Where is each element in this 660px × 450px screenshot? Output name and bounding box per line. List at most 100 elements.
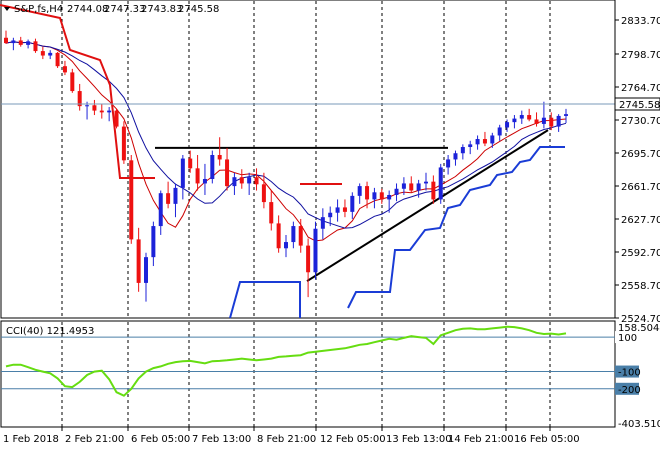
candle-body <box>26 41 31 45</box>
candle-body <box>136 239 141 283</box>
price-tick-label: 2833.70 <box>621 16 660 27</box>
ma-blue-line <box>5 41 567 229</box>
candle-body <box>475 139 480 145</box>
candle-body <box>247 177 252 184</box>
candle-body <box>195 168 200 184</box>
candle-body <box>564 114 568 116</box>
cci-label: CCI(40) 121.4953 <box>6 326 94 337</box>
candle-body <box>298 226 303 246</box>
candle-body <box>424 181 428 184</box>
candle-body <box>342 207 347 212</box>
cci-line <box>5 325 567 397</box>
candle-body <box>114 110 119 127</box>
time-tick-label: 2 Feb 21:00 <box>65 434 124 445</box>
ma-red-line <box>5 41 567 242</box>
candle-body <box>320 217 325 229</box>
candle-body <box>438 167 443 200</box>
vertical-grid <box>61 1 551 427</box>
candle-body <box>77 91 82 107</box>
dropdown-triangle-icon[interactable] <box>4 7 10 11</box>
cci-max-label: 158.5044 <box>618 323 660 334</box>
open-value: 2744.08 <box>67 4 108 15</box>
candle-body <box>387 194 392 200</box>
candle-body <box>379 192 384 200</box>
cci-polyline <box>5 325 567 397</box>
candle-body <box>11 40 16 44</box>
candle-body <box>269 202 274 224</box>
cci-min-label: -403.5104 <box>618 419 660 430</box>
candle-body <box>372 192 377 200</box>
candle-body <box>527 115 532 120</box>
time-axis: 1 Feb 2018 2 Feb 21:00 6 Feb 05:00 7 Feb 13… <box>3 427 580 445</box>
candle-body <box>409 183 414 191</box>
price-tick-label: 2558.70 <box>621 281 660 292</box>
candle-body <box>497 127 502 136</box>
candle-body <box>188 158 193 169</box>
time-tick-label: 14 Feb 21:00 <box>448 434 514 445</box>
candle-body <box>284 242 288 249</box>
candle-body <box>166 193 171 204</box>
cci-level-tag <box>615 331 639 344</box>
candle-body <box>99 110 104 113</box>
close-value: 2745.58 <box>178 4 219 15</box>
cci-level-label: -200 <box>618 385 641 396</box>
candle-body <box>158 193 163 227</box>
candle-body <box>202 178 207 184</box>
candle-body <box>394 188 399 195</box>
candle-body <box>416 183 421 191</box>
candle-body <box>401 183 406 189</box>
candle-body <box>55 52 60 67</box>
candle-body <box>556 115 561 127</box>
cci-level-tag <box>615 365 639 378</box>
candle-body <box>254 177 259 185</box>
candle-body <box>490 135 495 144</box>
candle-body <box>239 177 244 184</box>
candle-body <box>151 226 156 258</box>
candle-body <box>453 153 458 160</box>
candle-body <box>460 147 465 154</box>
cci-level-lines <box>1 336 615 390</box>
candle-body <box>534 119 539 124</box>
candle-body <box>92 105 97 111</box>
channel-step-right <box>347 146 565 309</box>
candle-body <box>519 115 524 119</box>
candle-body <box>291 226 296 243</box>
candle-body <box>144 257 148 283</box>
price-panel-frame <box>0 0 616 319</box>
current-price-tag: 2745.58 <box>614 97 660 111</box>
candle-body <box>549 117 554 127</box>
price-axis: 2833.70 2798.70 2764.70 2730.70 2695.70 2661.… <box>615 16 660 325</box>
price-tick-label: 2524.70 <box>621 314 660 325</box>
cci-level-label: 100 <box>618 333 637 344</box>
candle-body <box>276 223 281 249</box>
candle-body <box>62 66 67 73</box>
cci-level-label: -100 <box>618 368 641 379</box>
candle-body <box>431 181 436 200</box>
candle-body <box>446 159 451 168</box>
support-trendline <box>306 129 549 282</box>
candle-body <box>4 37 8 44</box>
candle-body <box>468 144 473 148</box>
time-tick-label: 1 Feb 2018 <box>3 434 59 445</box>
candle-body <box>541 117 546 124</box>
candle-body <box>512 118 517 123</box>
time-tick-label: 8 Feb 21:00 <box>257 434 316 445</box>
candle-body <box>482 139 487 144</box>
time-tick-label: 7 Feb 13:00 <box>192 434 251 445</box>
candle-body <box>180 158 185 188</box>
candle-body <box>48 52 53 56</box>
candle-body <box>365 186 370 200</box>
chart-header: S&P,fs,H4 2744.08 2747.33 2743.83 2745.5… <box>4 4 219 15</box>
candle-body <box>107 110 112 113</box>
price-tick-label: 2730.70 <box>621 116 660 127</box>
channel-step-left <box>229 281 301 319</box>
symbol-label: S&P,fs,H4 <box>14 4 63 15</box>
time-tick-label: 12 Feb 05:00 <box>320 434 386 445</box>
candle-body <box>18 40 23 45</box>
time-tick-label: 13 Feb 13:00 <box>386 434 452 445</box>
time-tick-label: 6 Feb 05:00 <box>131 434 190 445</box>
cci-axis: 158.5044100 -100 -200 -403.5104 <box>615 323 660 430</box>
candle-body <box>210 155 215 179</box>
candle-body <box>232 177 237 187</box>
